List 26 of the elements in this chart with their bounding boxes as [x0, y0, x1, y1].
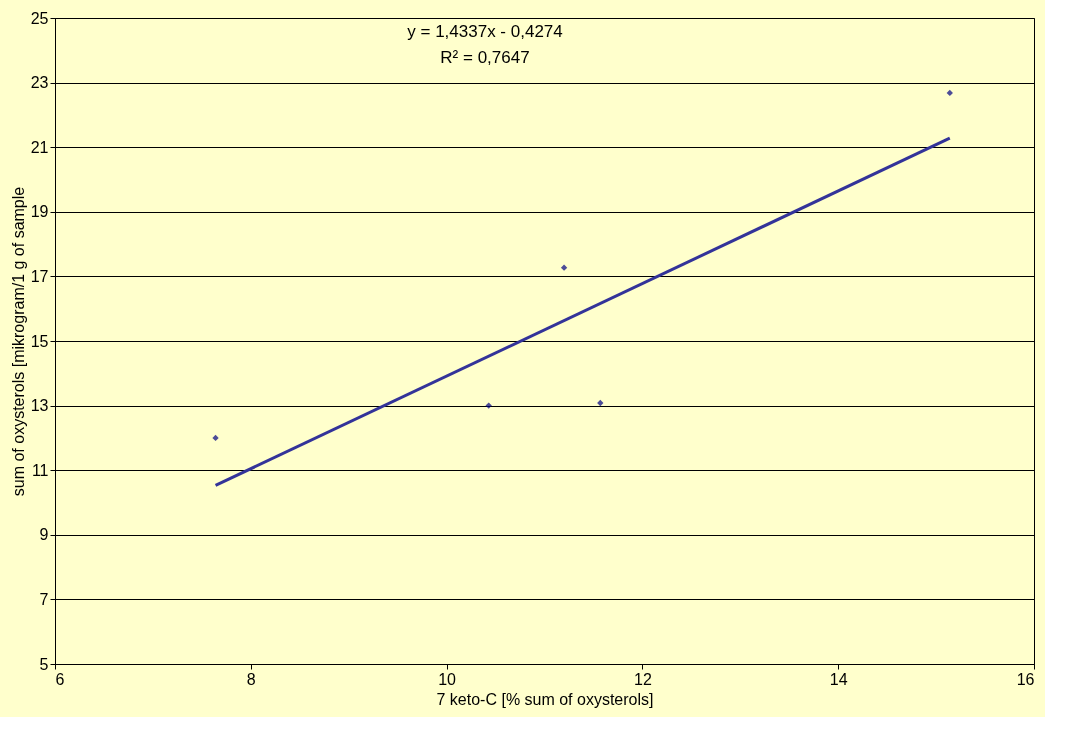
x-tick-label: 8: [246, 670, 256, 688]
y-tick-label: 11: [31, 461, 49, 479]
y-tick-label: 9: [39, 526, 49, 544]
x-tick-label: 12: [634, 670, 652, 688]
x-tick-label: 16: [1016, 670, 1035, 688]
y-tick-label: 5: [39, 655, 49, 673]
x-tick-label: 14: [829, 670, 848, 688]
annotation: y = 1,4337x - 0,4274: [407, 22, 563, 41]
point: [597, 399, 604, 407]
y-tick-label: 15: [30, 332, 49, 350]
y-tick-label: 21: [30, 138, 49, 156]
x-axis-title: 7 keto-C [% sum of oxysterols]: [436, 690, 654, 708]
y-axis-title: sum of oxysterols [mikrogram/1 g of sample: [9, 186, 27, 497]
point: [946, 89, 953, 97]
x-tick-label: 6: [55, 670, 65, 688]
point: [485, 402, 492, 409]
x-tick-label: 10: [438, 670, 457, 688]
point: [212, 434, 219, 442]
y-tick-label: 17: [30, 267, 49, 285]
y-tick-label: 19: [30, 203, 49, 221]
y-tick-label: 23: [30, 74, 49, 92]
y-tick-label: 13: [30, 397, 49, 415]
y-tick-label: 7: [39, 590, 49, 608]
y-tick-label: 25: [30, 9, 49, 27]
point: [560, 264, 568, 271]
annotation: R² = 0,7647: [440, 48, 530, 67]
